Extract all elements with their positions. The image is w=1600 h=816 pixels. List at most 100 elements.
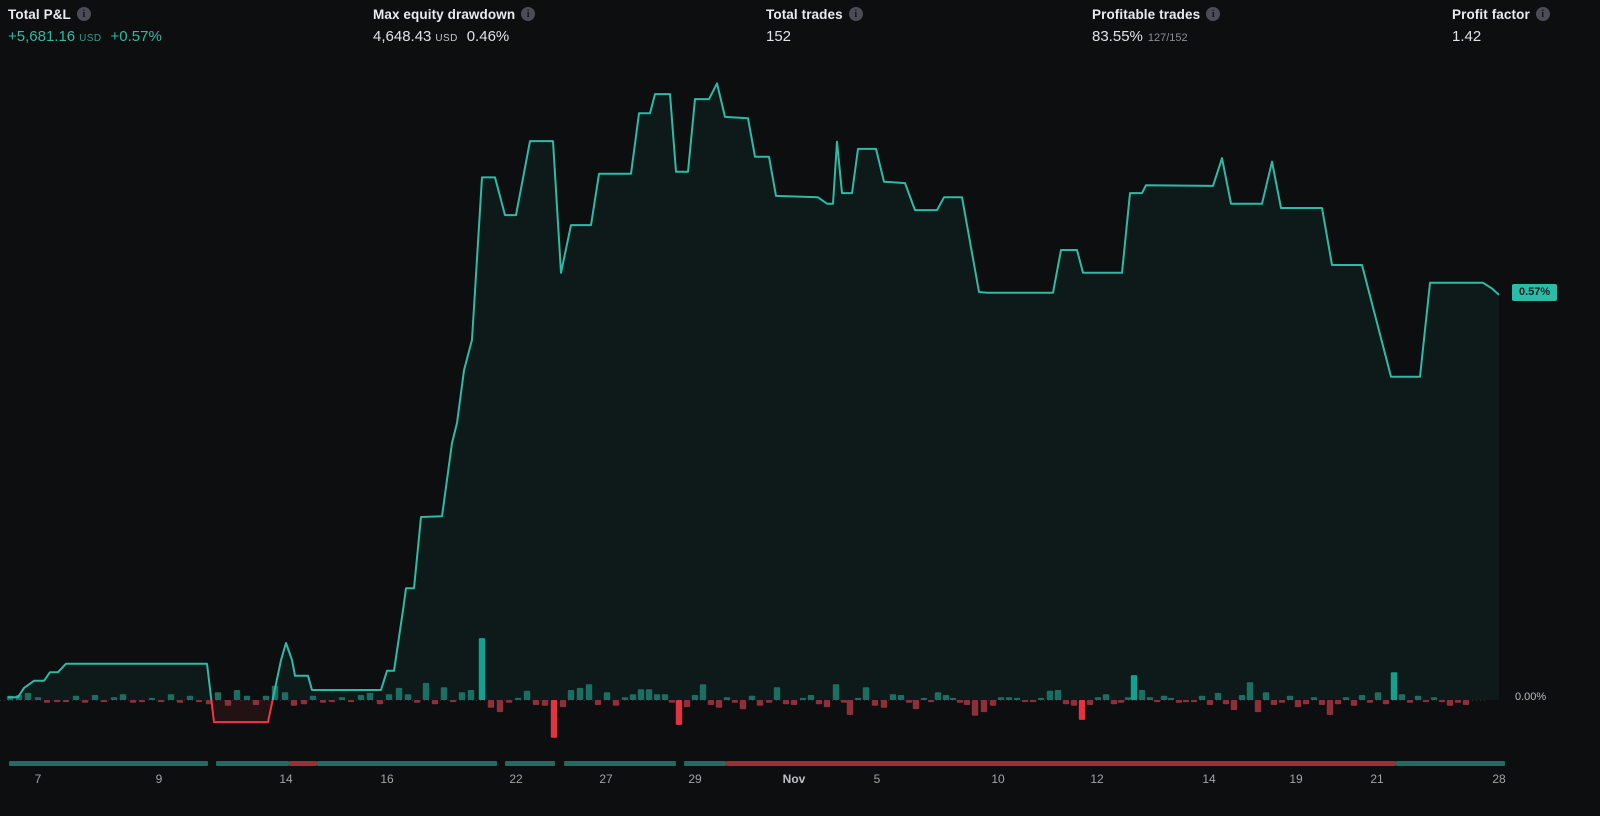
trade-bar [854, 697, 862, 700]
trade-bar [739, 700, 747, 710]
stat-value: 1.42 [1452, 28, 1481, 45]
stat-title-row: Total P&L [8, 5, 91, 23]
trade-bar [72, 695, 80, 700]
trade-bar [840, 700, 848, 703]
info-icon[interactable] [76, 7, 91, 21]
trade-bar [949, 697, 957, 700]
trade-bar [637, 689, 645, 700]
trade-bar [478, 638, 486, 700]
trade-bar [1062, 700, 1070, 705]
trade-bar [157, 700, 165, 703]
stat-label: Total P&L [8, 6, 71, 22]
trade-bar [376, 700, 384, 705]
trade-bar [1342, 697, 1350, 700]
equity-line [8, 82, 1500, 700]
trade-bar [413, 700, 421, 703]
trade-bar [1462, 700, 1470, 705]
trade-bar [1190, 700, 1198, 703]
trade-bar [532, 700, 540, 705]
trade-bar [1454, 700, 1462, 703]
stat-label: Max equity drawdown [373, 6, 516, 22]
stat-label: Total trades [766, 6, 843, 22]
trade-bar [1430, 697, 1438, 700]
trade-bar [629, 694, 637, 700]
trade-bar [252, 700, 260, 705]
trade-bar [980, 700, 988, 713]
trade-bar [1175, 700, 1183, 703]
trade-bar [1013, 697, 1021, 700]
stat-value: +5,681.16 USD +0.57% [8, 28, 162, 45]
trade-bar [1070, 700, 1078, 706]
trade-bar [1130, 675, 1138, 700]
trade-bar [224, 700, 232, 706]
trade-bar [523, 690, 531, 700]
trade-bar [707, 700, 715, 705]
trade-bar [971, 700, 979, 716]
trade-bar [603, 692, 611, 700]
stat-value: 83.55% 127/152 [1092, 28, 1188, 45]
trade-bar [431, 700, 439, 705]
trade-bar [1198, 695, 1206, 700]
trade-bar [1054, 690, 1062, 700]
trade-bar [1222, 700, 1230, 705]
info-icon[interactable] [1535, 7, 1550, 21]
trade-bar [148, 697, 156, 700]
trade-bar [756, 700, 764, 706]
trade-bar [621, 697, 629, 700]
stat-label: Profitable trades [1092, 6, 1201, 22]
trade-bar [956, 700, 964, 703]
trade-bar [920, 697, 928, 700]
trade-bar [1138, 690, 1146, 700]
trade-bar [1254, 700, 1262, 713]
trade-bar [243, 695, 251, 700]
trade-bar [138, 700, 146, 703]
trade-bar [645, 689, 653, 700]
trade-bar [1124, 697, 1132, 700]
trade-bar [1086, 700, 1094, 705]
trade-bar [1117, 700, 1125, 703]
trade-bar [832, 684, 840, 700]
trade-bar [1422, 700, 1430, 703]
trade-bar [281, 692, 289, 700]
info-icon[interactable] [848, 7, 863, 21]
trade-bar [290, 700, 298, 706]
trade-bar [653, 694, 661, 700]
trade-bar [1029, 700, 1037, 703]
trade-bar [1390, 672, 1398, 700]
trade-bar [338, 697, 346, 700]
stat-value-unit: USD [435, 33, 458, 44]
trade-bar [53, 700, 61, 703]
trade-bar [1406, 700, 1414, 703]
trade-bar [176, 700, 184, 703]
trade-bar [1334, 700, 1342, 705]
trade-bar [1366, 700, 1374, 703]
trade-bar [927, 700, 935, 703]
trade-bar [440, 687, 448, 700]
info-icon[interactable] [521, 7, 536, 21]
stat-value-number: 1.42 [1452, 28, 1482, 45]
trade-bar [186, 695, 194, 700]
trade-bar [567, 690, 575, 700]
trade-bar [912, 700, 920, 710]
stat-value-percent: +0.57% [110, 28, 162, 45]
trade-bar [550, 700, 558, 738]
trade-bar [458, 692, 466, 700]
trade-bar [505, 700, 513, 703]
trade-bar [905, 700, 913, 703]
trade-bar [1414, 695, 1422, 700]
trade-bar [1278, 700, 1286, 703]
trade-bar [1046, 690, 1054, 700]
trade-bar [691, 695, 699, 700]
trade-bar [91, 695, 99, 700]
trade-bar [395, 687, 403, 700]
trade-bar [1246, 682, 1254, 700]
trade-bar [300, 700, 308, 705]
stat-value-number: +5,681.16 [8, 28, 76, 45]
trade-bar [871, 700, 879, 706]
trade-bar [422, 682, 430, 700]
info-icon[interactable] [1206, 7, 1221, 21]
trade-bar [233, 690, 241, 700]
trade-bar [1230, 700, 1238, 710]
stat-value-number: 4,648.43 [373, 28, 432, 45]
